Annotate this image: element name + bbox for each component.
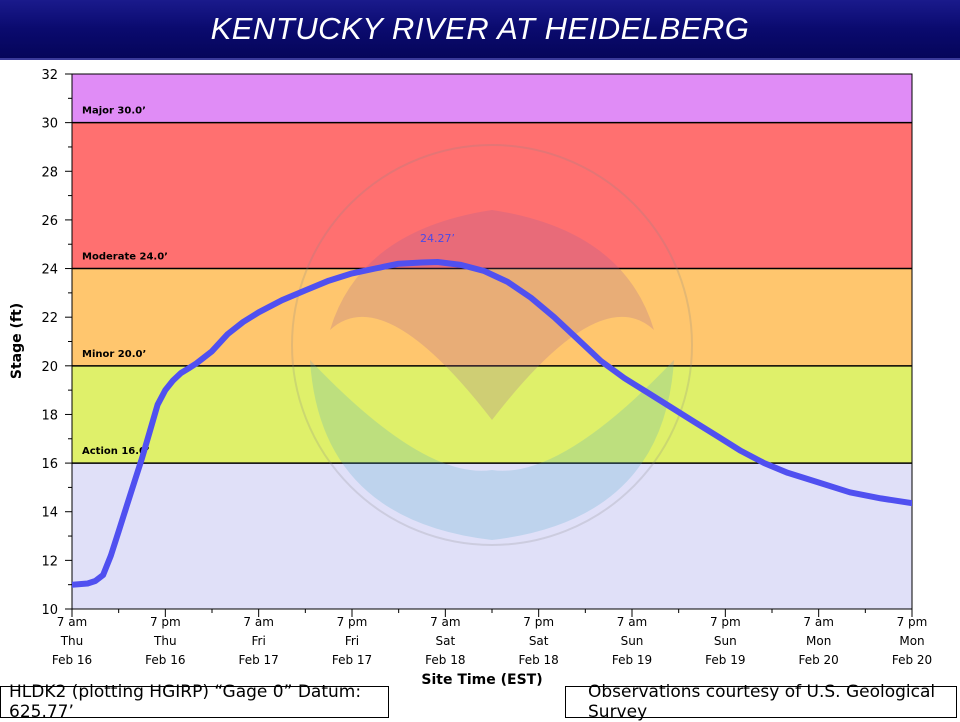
x-tick-label: Thu: [153, 634, 177, 648]
x-tick-label: Feb 20: [798, 653, 838, 667]
x-tick-label: 7 am: [57, 615, 88, 629]
x-axis: 7 am Thu Feb 16 7 pm Thu Feb 16 7 am Fri Feb 17 7…: [52, 609, 932, 667]
x-tick-label: 7 pm: [150, 615, 181, 629]
stage-line-0: [72, 259, 912, 588]
threshold-label-1: Moderate 24.0’: [82, 252, 168, 263]
datum-info-box: HLDK2 (plotting HGIRP) “Gage 0” Datum: 6…: [0, 682, 389, 722]
x-tick-label: Feb 17: [332, 653, 372, 667]
x-tick-label: Fri: [345, 634, 359, 648]
y-tick-label: 16: [41, 457, 58, 472]
flood-band-0: [72, 74, 912, 123]
x-tick-label: Mon: [806, 634, 831, 648]
y-tick-label: 20: [41, 360, 58, 375]
y-tick-label: 24: [41, 263, 58, 278]
x-tick-label: Feb 16: [145, 653, 185, 667]
x-tick-label: 7 am: [243, 615, 274, 629]
y-tick-label: 26: [41, 214, 58, 229]
x-tick-label: 7 pm: [897, 615, 928, 629]
flood-category-bands: Major 30.0’ Moderate 24.0’ Minor 20.0’ Acti…: [72, 74, 912, 609]
x-tick-label: Sun: [714, 634, 737, 648]
x-tick-label: Sat: [529, 634, 549, 648]
crest-label: 24.27’: [420, 232, 455, 245]
x-tick-label: Thu: [60, 634, 84, 648]
x-tick-label: Mon: [899, 634, 924, 648]
x-tick-label: Feb 17: [238, 653, 278, 667]
y-axis: 10 12 14 16 18 20 22 24 26 28 30 32: [41, 68, 72, 618]
y-tick-label: 22: [41, 311, 58, 326]
chart-title: KENTUCKY RIVER AT HEIDELBERG: [210, 11, 750, 46]
x-tick-label: Sun: [621, 634, 644, 648]
x-tick-label: Fri: [252, 634, 266, 648]
credit-box: Observations courtesy of U.S. Geological…: [565, 682, 957, 722]
y-tick-label: 14: [41, 506, 58, 521]
y-axis-label: Stage (ft): [9, 303, 25, 379]
x-tick-label: Feb 16: [52, 653, 92, 667]
x-tick-label: 7 pm: [710, 615, 741, 629]
hydrograph-chart: Major 30.0’ Moderate 24.0’ Minor 20.0’ Acti…: [9, 68, 932, 686]
x-tick-label: Feb 20: [892, 653, 932, 667]
x-tick-label: Feb 19: [705, 653, 745, 667]
threshold-label-2: Minor 20.0’: [82, 349, 146, 360]
x-tick-label: 7 am: [803, 615, 834, 629]
threshold-label-0: Major 30.0’: [82, 106, 146, 117]
x-tick-label: Feb 18: [425, 653, 465, 667]
flood-band-4: [72, 463, 912, 609]
y-tick-label: 28: [41, 165, 58, 180]
datum-text: HLDK2 (plotting HGIRP) “Gage 0” Datum: 6…: [9, 682, 362, 722]
flood-band-1: [72, 122, 912, 269]
x-tick-label: Sat: [435, 634, 455, 648]
x-tick-label: 7 pm: [337, 615, 368, 629]
title-bar: KENTUCKY RIVER AT HEIDELBERG: [0, 0, 960, 60]
x-tick-label: 7 am: [617, 615, 648, 629]
y-tick-label: 32: [41, 68, 58, 83]
y-tick-label: 12: [41, 554, 58, 569]
x-tick-label: Feb 18: [518, 653, 558, 667]
flood-band-3: [72, 365, 912, 464]
x-tick-label: 7 pm: [523, 615, 554, 629]
stage-series: [72, 259, 912, 588]
threshold-label-3: Action 16.0’: [82, 446, 150, 457]
y-tick-label: 10: [41, 603, 58, 618]
x-axis-label: Site Time (EST): [421, 672, 542, 686]
x-tick-label: 7 am: [430, 615, 461, 629]
x-tick-label: Feb 19: [612, 653, 652, 667]
credit-text: Observations courtesy of U.S. Geological…: [588, 682, 936, 722]
y-tick-label: 30: [41, 117, 58, 132]
y-tick-label: 18: [41, 408, 58, 423]
